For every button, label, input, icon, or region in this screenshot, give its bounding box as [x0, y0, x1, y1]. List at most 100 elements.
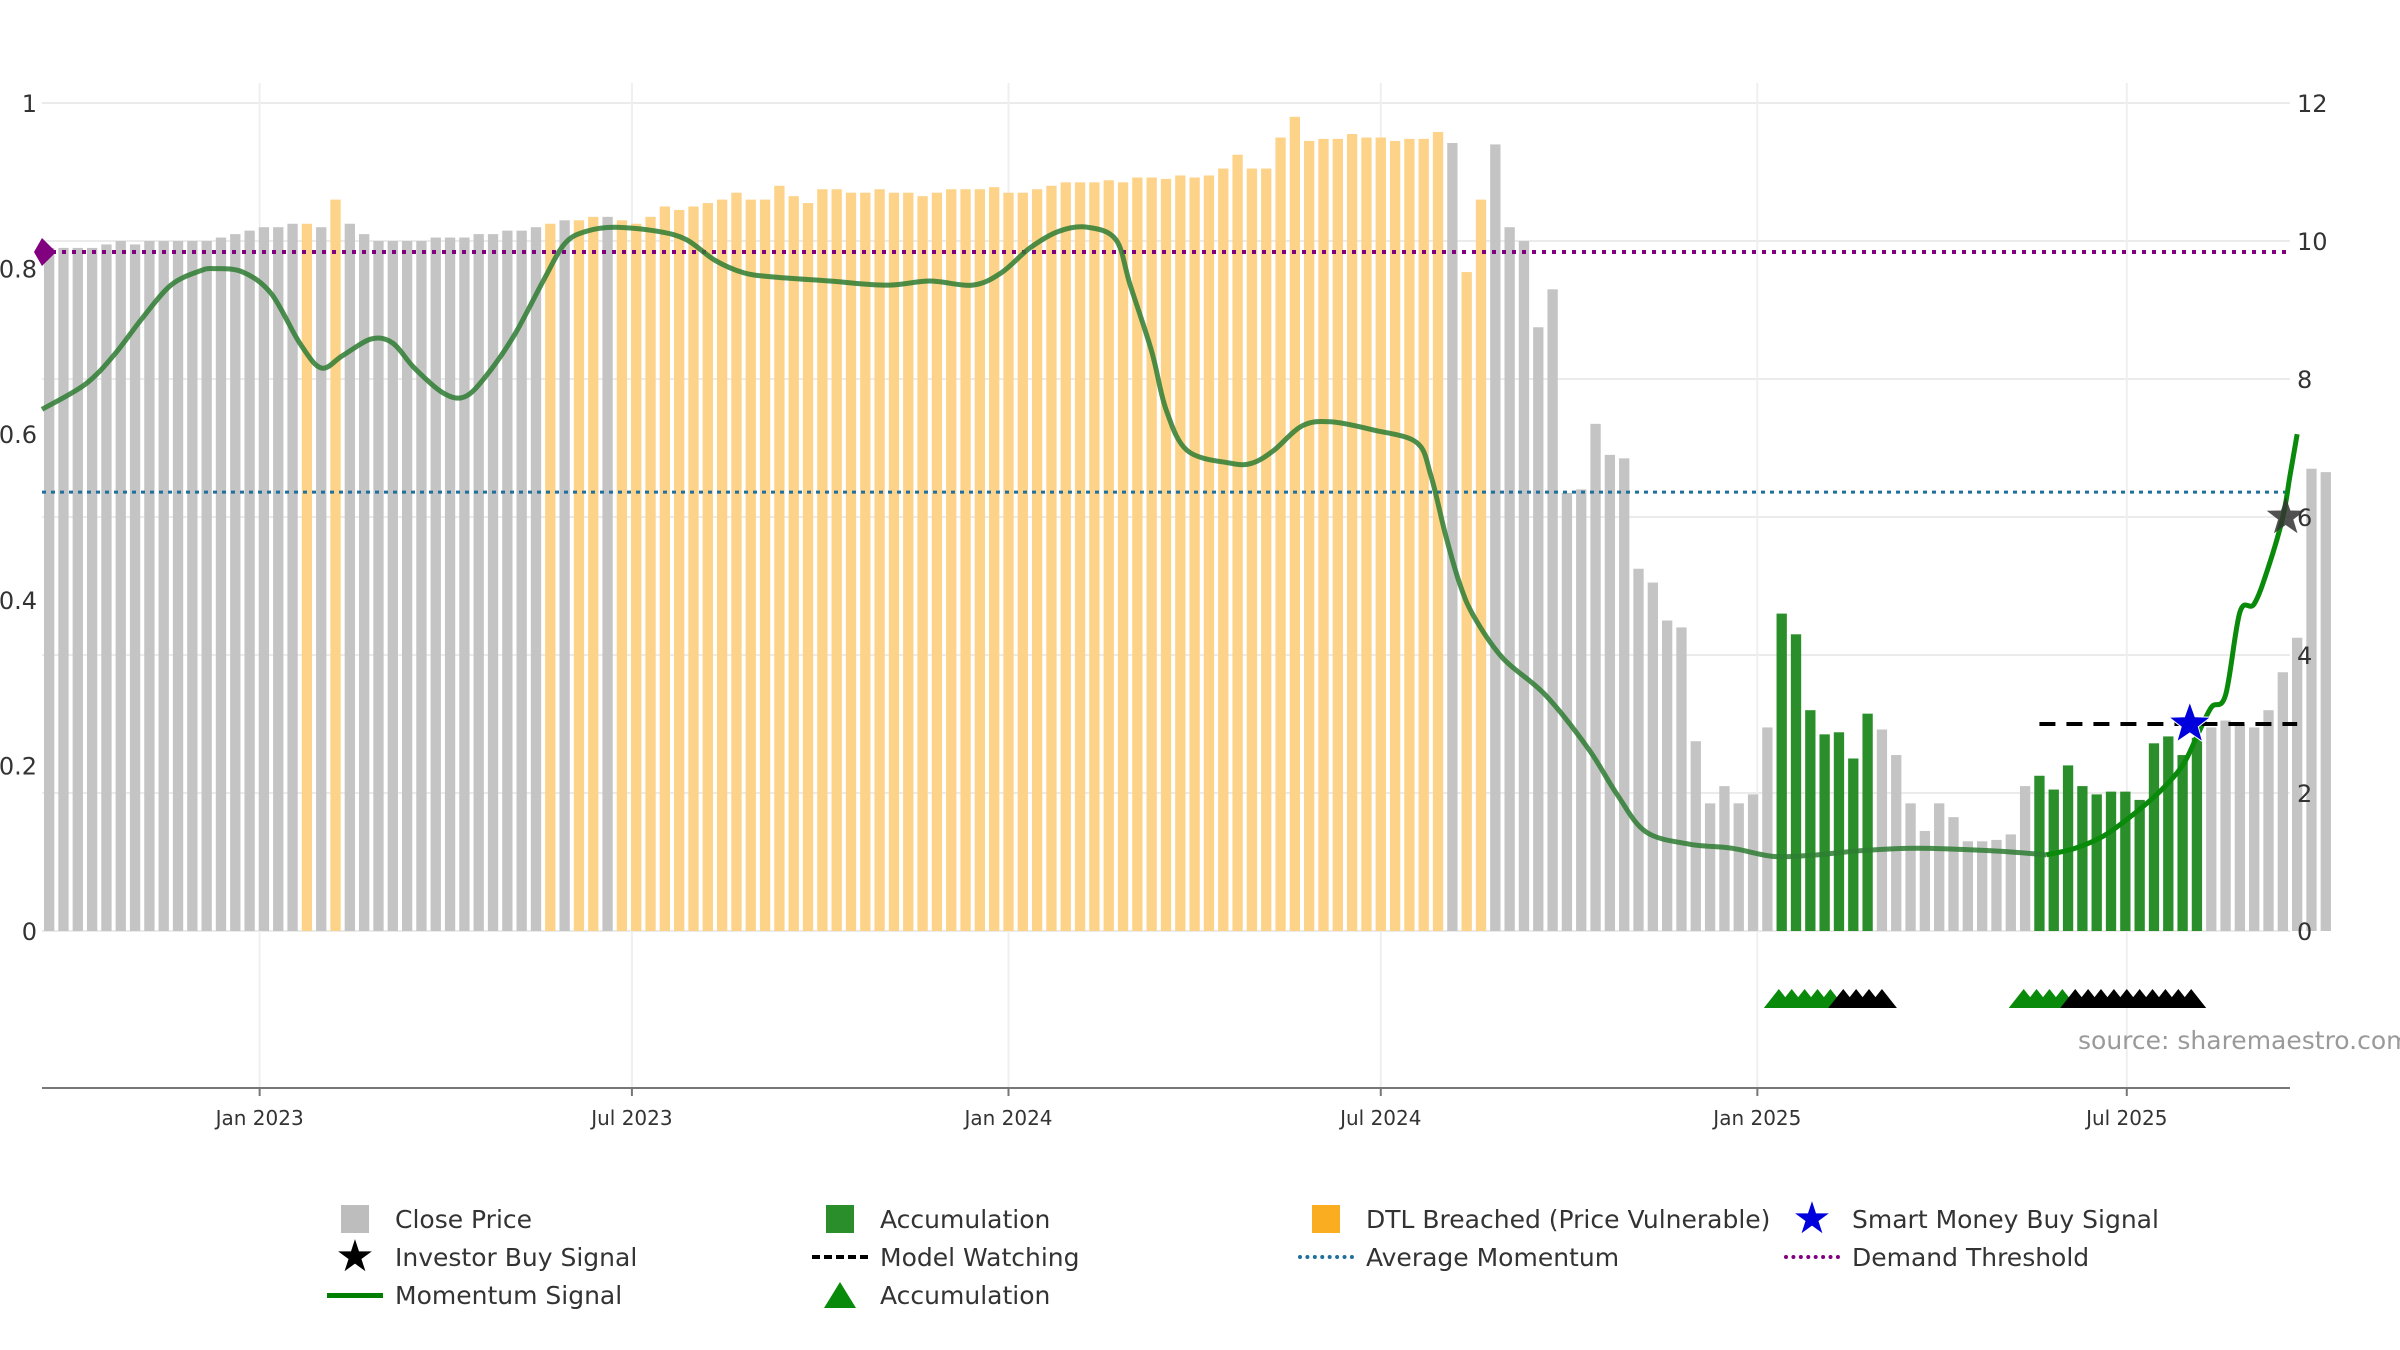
price-bar-96	[1418, 138, 1429, 931]
price-bar-101	[1490, 144, 1501, 931]
legend-label: Momentum Signal	[395, 1280, 623, 1310]
price-bar-34	[530, 227, 542, 931]
legend-label: Demand Threshold	[1852, 1242, 2090, 1272]
price-bar-150	[2191, 737, 2203, 931]
x-tick-label: Jan 2025	[1711, 1106, 1801, 1130]
price-bar-82	[1218, 168, 1229, 932]
price-bar-54	[817, 189, 828, 931]
price-bar-32	[502, 230, 513, 931]
price-bar-20	[330, 199, 341, 932]
price-bar-88	[1304, 140, 1315, 931]
legend-item-momentum-signal: Momentum Signal	[327, 1276, 622, 1314]
smart-money-star	[2167, 700, 2213, 744]
price-bar-145	[2120, 791, 2131, 931]
momentum-signal-line	[40, 224, 2047, 860]
price-bar-21	[344, 223, 356, 931]
axes: Jan 2023 Jul 2023 Jan 2024 Jul 2024 Jan 2025…	[0, 90, 2328, 1130]
price-bar-69	[1031, 189, 1043, 931]
legend-label: Accumulation	[880, 1204, 1051, 1234]
price-bar-67	[1003, 192, 1014, 931]
legend-item-accumulation-marker: Accumulation	[812, 1276, 1050, 1314]
price-bar-98	[1447, 143, 1458, 931]
price-bar-105	[1547, 289, 1558, 931]
legend-item-close-price: Close Price	[327, 1200, 532, 1238]
price-bar-106	[1561, 492, 1573, 931]
price-bar-130	[1905, 803, 1916, 931]
price-bar-87	[1289, 116, 1301, 932]
price-bar-27	[430, 237, 441, 932]
price-bar-128	[1876, 729, 1888, 931]
price-bar-138	[2019, 786, 2031, 931]
price-bar-53	[802, 203, 814, 932]
price-bar-119	[1747, 794, 1759, 931]
legend-item-average-momentum: Average Momentum	[1298, 1238, 1619, 1276]
left-tick-label: 0.4	[0, 587, 37, 615]
price-bar-108	[1590, 423, 1601, 931]
dtl-swatch	[1312, 1205, 1340, 1233]
price-bar-55	[831, 189, 842, 931]
x-tick-label: Jan 2023	[214, 1106, 304, 1130]
price-bar-18	[301, 223, 313, 931]
right-tick-label: 8	[2297, 366, 2312, 394]
price-bar-6	[129, 244, 141, 931]
price-bar-25	[401, 241, 413, 931]
legend: Close Price ★ Investor Buy Signal Moment…	[0, 1197, 2400, 1318]
price-bar-79	[1175, 175, 1186, 931]
price-bar-57	[860, 192, 871, 931]
price-bar-152	[2220, 720, 2231, 931]
right-tick-label: 2	[2297, 780, 2312, 808]
price-bar-51	[774, 185, 785, 932]
price-bar-58	[874, 189, 885, 931]
legend-label: DTL Breached (Price Vulnerable)	[1366, 1204, 1771, 1234]
price-bar-78	[1160, 178, 1172, 931]
price-bar-26	[416, 241, 427, 931]
price-bar-2	[72, 247, 83, 931]
price-bar-33	[516, 230, 527, 931]
price-bar-43	[659, 206, 671, 931]
price-bar-131	[1919, 830, 1931, 931]
legend-item-dtl-breached: DTL Breached (Price Vulnerable)	[1298, 1200, 1770, 1238]
price-bar-63	[946, 189, 957, 931]
price-bar-129	[1891, 755, 1902, 931]
price-bar-66	[989, 187, 1000, 931]
accumulation-triangle-black	[2176, 989, 2207, 1008]
x-tick-label: Jul 2023	[589, 1106, 672, 1130]
price-bar-85	[1261, 168, 1272, 932]
price-bar-47	[716, 199, 728, 932]
legend-label: Accumulation	[880, 1280, 1051, 1310]
price-bar-143	[2091, 794, 2102, 931]
left-tick-label: 0.2	[0, 752, 37, 780]
price-bar-48	[731, 192, 742, 931]
price-bar-31	[487, 234, 499, 932]
price-bar-115	[1690, 741, 1701, 931]
price-bar-134	[1962, 841, 1973, 931]
price-bar-10	[187, 241, 198, 931]
legend-label: Average Momentum	[1366, 1242, 1620, 1272]
price-bar-155	[2263, 710, 2274, 931]
price-bar-158	[2306, 468, 2317, 931]
price-bar-118	[1733, 803, 1744, 931]
price-bar-29	[459, 237, 470, 932]
price-bar-159	[2320, 472, 2331, 931]
price-bar-95	[1404, 138, 1415, 931]
price-bar-140	[2048, 789, 2059, 931]
price-bar-28	[444, 237, 456, 932]
price-bar-65	[974, 189, 986, 931]
right-tick-label: 10	[2297, 228, 2328, 256]
model-watching-swatch	[812, 1255, 868, 1259]
price-bar-50	[759, 199, 771, 932]
price-bar-142	[2077, 786, 2088, 931]
price-bar-68	[1017, 192, 1028, 931]
price-bar-19	[316, 227, 327, 931]
price-bar-9	[172, 241, 184, 931]
price-bar-84	[1246, 168, 1258, 932]
price-bar-56	[845, 192, 857, 931]
price-bar-123	[1805, 710, 1816, 931]
price-bar-80	[1189, 177, 1200, 931]
price-bar-3	[86, 247, 98, 931]
price-bar-146	[2134, 799, 2145, 931]
price-bar-157	[2292, 637, 2303, 931]
price-bar-13	[230, 234, 241, 932]
price-bar-154	[2249, 727, 2260, 931]
